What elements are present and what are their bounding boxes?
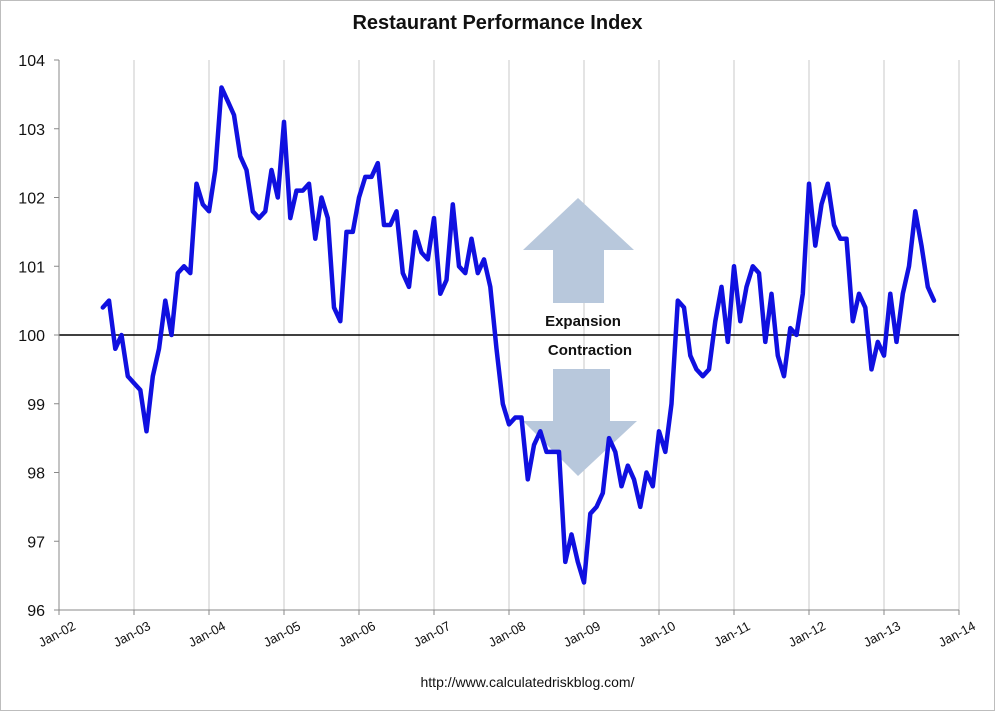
annotation-arrows [523, 198, 637, 476]
y-tick-label: 97 [27, 534, 45, 551]
x-tick-label: Jan-09 [561, 618, 603, 650]
expansion-label: Expansion [545, 313, 621, 330]
x-tick-label: Jan-05 [261, 618, 303, 650]
x-tick-label: Jan-13 [861, 618, 903, 650]
y-tick-label: 99 [27, 397, 45, 414]
y-tick-label: 101 [18, 259, 45, 276]
y-tick-label: 100 [18, 328, 45, 345]
x-tick-label: Jan-11 [711, 618, 752, 649]
y-tick-label: 103 [18, 122, 45, 139]
y-tick-label: 102 [18, 191, 45, 208]
x-tick-label: Jan-06 [336, 618, 378, 650]
source-url: http://www.calculatedriskblog.com/ [420, 674, 635, 690]
x-tick-label: Jan-08 [486, 618, 528, 650]
y-tick-label: 96 [27, 603, 45, 620]
contraction-arrow [523, 369, 637, 476]
contraction-label: Contraction [548, 342, 632, 359]
x-tick-label: Jan-10 [636, 618, 678, 650]
y-tick-label: 104 [18, 53, 45, 70]
x-tick-label: Jan-07 [411, 618, 453, 650]
expansion-arrow [523, 198, 634, 303]
chart-title: Restaurant Performance Index [352, 12, 643, 34]
x-tick-label: Jan-04 [186, 618, 228, 650]
x-tick-label: Jan-14 [936, 618, 978, 650]
x-tick-label: Jan-02 [36, 618, 78, 650]
series-line-rpi [100, 85, 937, 585]
x-tick-label: Jan-12 [786, 618, 828, 650]
series-layer [100, 85, 937, 585]
y-tick-label: 98 [27, 466, 45, 483]
x-tick-label: Jan-03 [111, 618, 153, 650]
